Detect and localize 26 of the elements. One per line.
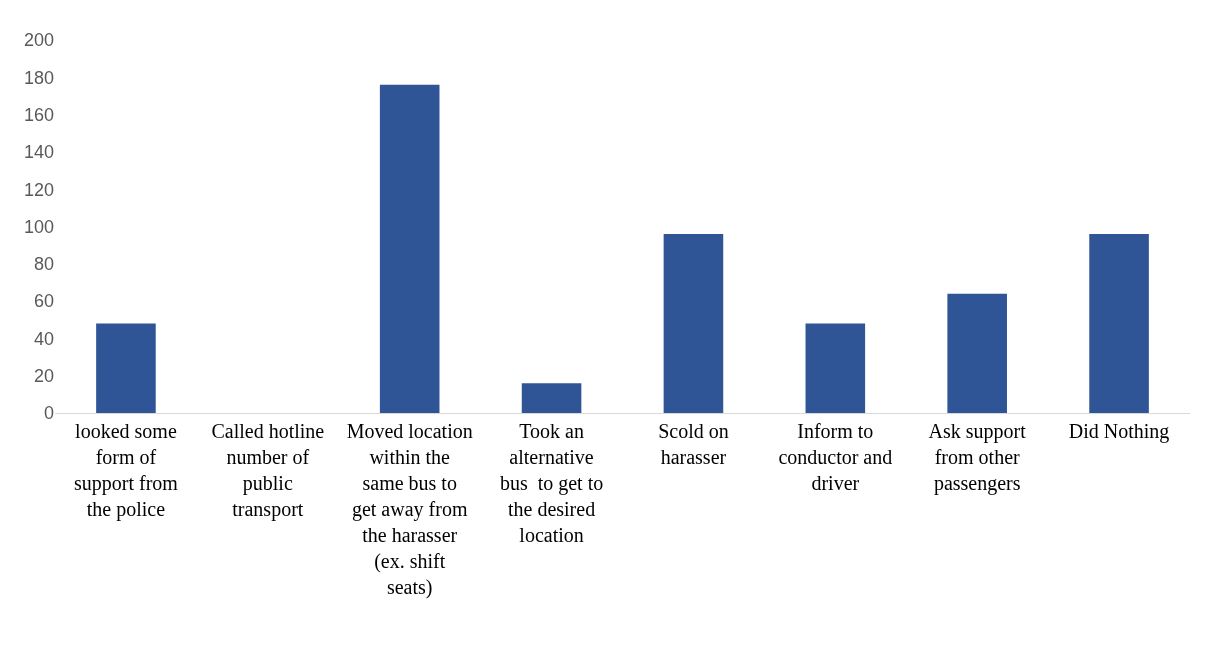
y-tick-label: 100 [23,216,54,237]
bar [521,383,582,413]
y-tick-label: 160 [23,104,54,125]
bar [96,323,156,413]
x-tick-label: Ask support from other passengers [928,420,1027,495]
y-tick-label: 80 [33,254,54,275]
bar [805,323,866,413]
y-tick-label: 140 [23,142,54,163]
bar [1089,233,1149,413]
x-tick-label: Scold on harasser [658,420,729,468]
bar [379,84,440,413]
x-tick-label: Called hotline number of public transport [211,420,325,521]
x-tick-label: Inform to conductor and driver [778,420,893,494]
x-tick-label: looked some form of support from the police [73,420,179,521]
y-tick-label: 200 [23,30,54,51]
x-tick-label: Did Nothing [1068,420,1170,443]
y-tick-label: 180 [23,67,54,88]
y-tick-label: 20 [33,366,54,386]
y-tick-label: 40 [33,328,54,349]
y-tick-label: 0 [43,403,54,424]
x-tick-label: Took an alternative bus to get to the desired location [499,420,604,546]
x-tick-label: Moved location within the same bus to get away from the harasser (ex. shift seats) [346,420,473,599]
y-tick-label: 60 [33,291,54,312]
bar [663,233,724,413]
bar [947,293,1007,413]
y-tick-label: 120 [23,179,54,200]
